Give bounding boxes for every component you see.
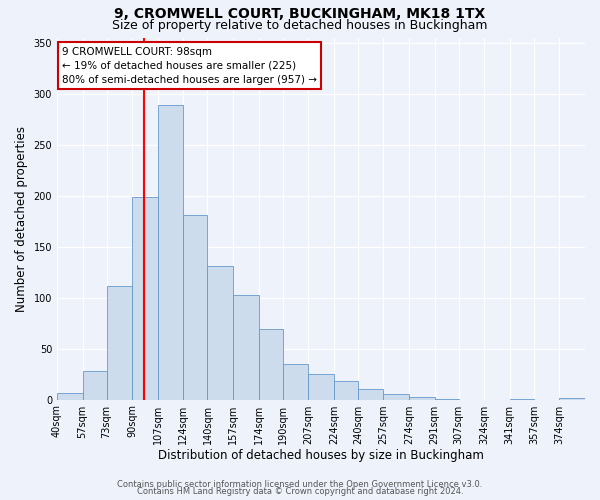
X-axis label: Distribution of detached houses by size in Buckingham: Distribution of detached houses by size … bbox=[158, 450, 484, 462]
Bar bbox=[510, 398, 534, 400]
Bar bbox=[184, 215, 208, 400]
Bar bbox=[383, 394, 409, 400]
Bar bbox=[57, 394, 83, 400]
Bar bbox=[409, 396, 434, 400]
Text: 9 CROMWELL COURT: 98sqm
← 19% of detached houses are smaller (225)
80% of semi-d: 9 CROMWELL COURT: 98sqm ← 19% of detache… bbox=[62, 46, 317, 84]
Bar bbox=[208, 266, 233, 400]
Text: Size of property relative to detached houses in Buckingham: Size of property relative to detached ho… bbox=[112, 18, 488, 32]
Bar bbox=[334, 381, 358, 400]
Bar bbox=[358, 390, 383, 400]
Bar bbox=[559, 398, 585, 400]
Text: 9, CROMWELL COURT, BUCKINGHAM, MK18 1TX: 9, CROMWELL COURT, BUCKINGHAM, MK18 1TX bbox=[115, 8, 485, 22]
Bar bbox=[107, 286, 132, 400]
Bar bbox=[283, 364, 308, 400]
Bar bbox=[83, 371, 107, 400]
Bar bbox=[233, 294, 259, 400]
Text: Contains HM Land Registry data © Crown copyright and database right 2024.: Contains HM Land Registry data © Crown c… bbox=[137, 487, 463, 496]
Bar bbox=[132, 196, 158, 400]
Bar bbox=[434, 398, 458, 400]
Bar bbox=[308, 374, 334, 400]
Text: Contains public sector information licensed under the Open Government Licence v3: Contains public sector information licen… bbox=[118, 480, 482, 489]
Bar bbox=[259, 329, 283, 400]
Bar bbox=[158, 105, 184, 400]
Y-axis label: Number of detached properties: Number of detached properties bbox=[15, 126, 28, 312]
